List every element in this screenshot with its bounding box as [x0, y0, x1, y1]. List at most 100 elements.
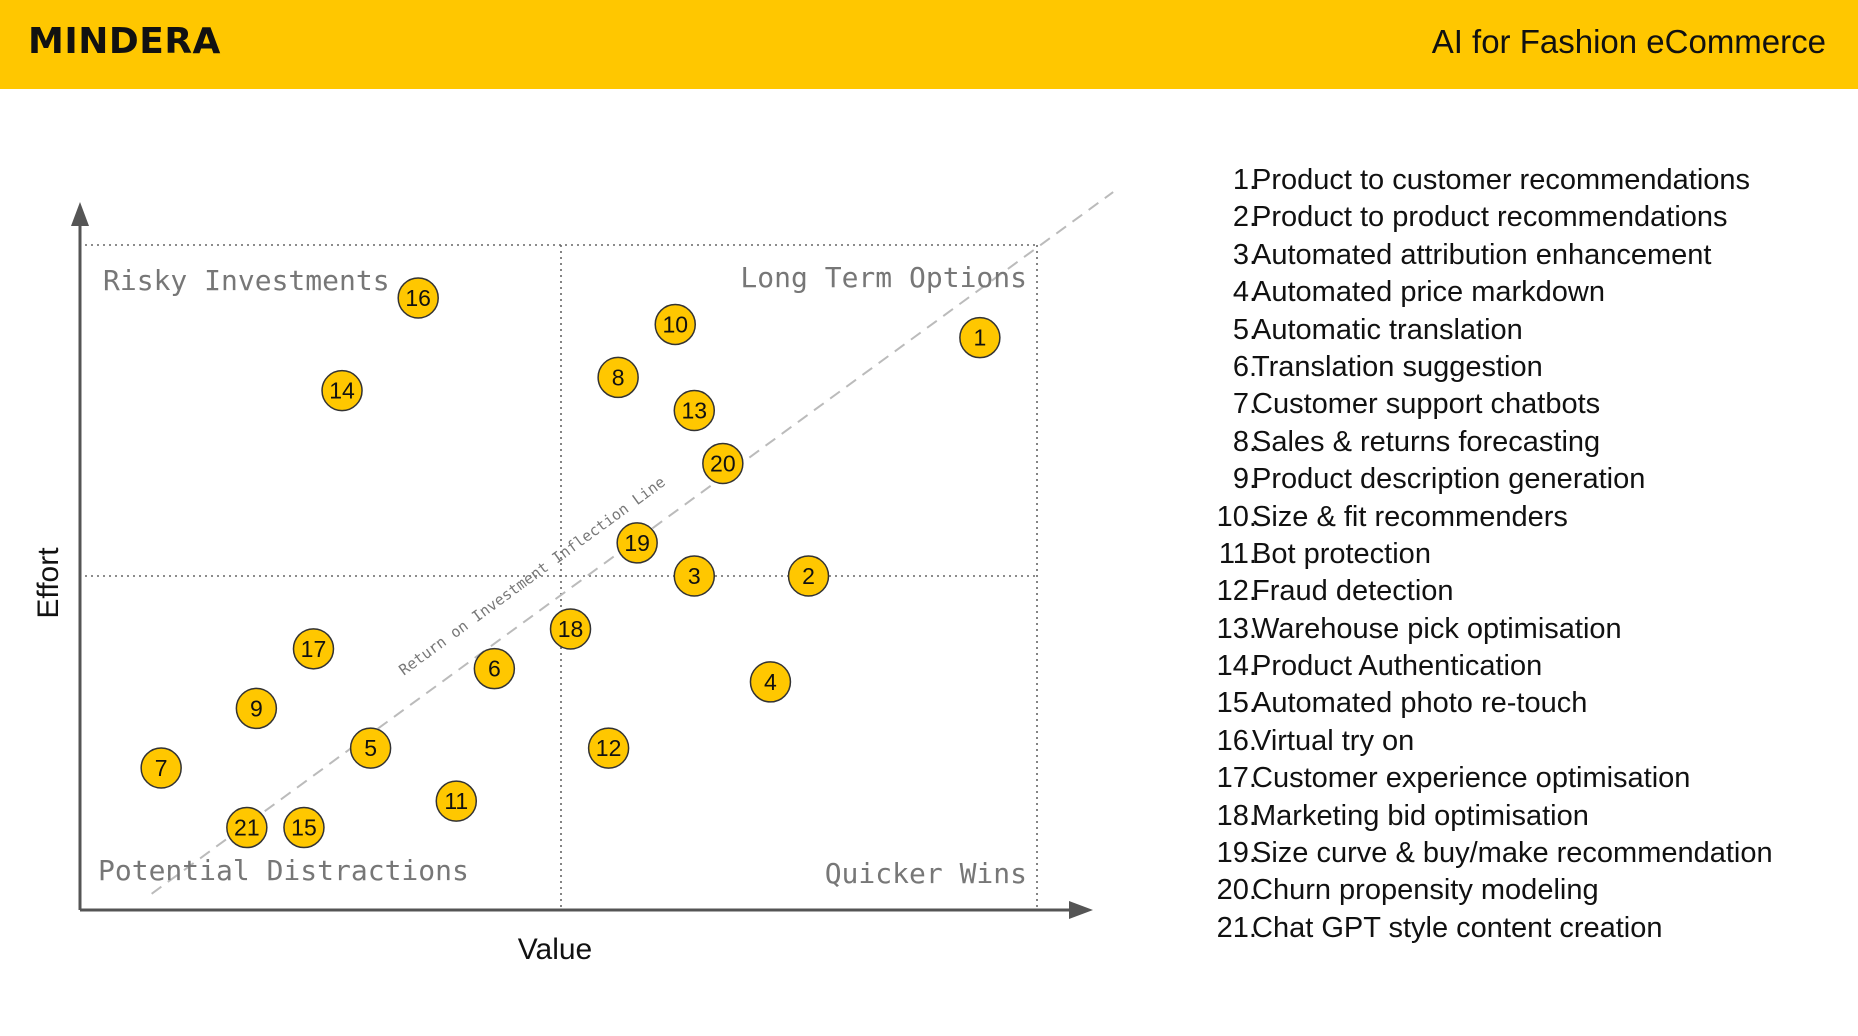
legend-item-number: 11. — [1218, 537, 1257, 570]
data-point: 4 — [749, 661, 792, 703]
legend-item: 15. Automated photo re-touch — [1140, 685, 1840, 722]
legend-item: 2. Product to product recommendations — [1140, 199, 1840, 236]
legend-item: 1. Product to customer recommendations — [1140, 162, 1840, 199]
legend-item-number: 18. — [1216, 799, 1257, 832]
data-point-label: 3 — [688, 563, 701, 589]
legend-item: 17. Customer experience optimisation — [1140, 760, 1840, 797]
data-point-marker — [549, 608, 592, 650]
data-point-marker — [787, 555, 830, 597]
legend-item-label: Automated price markdown — [1252, 276, 1605, 309]
data-point: 21 — [226, 806, 268, 849]
quadrant-label-quicker-wins: Quicker Wins — [825, 857, 1027, 890]
data-point: 16 — [397, 277, 439, 319]
data-point-label: 7 — [155, 755, 168, 781]
legend-item: 11. Bot protection — [1140, 536, 1840, 573]
legend-item-number: 21. — [1216, 911, 1257, 944]
legend-item: 3. Automated attribution enhancement — [1140, 237, 1840, 274]
legend-item-label: Customer experience optimisation — [1252, 762, 1691, 795]
data-point-marker — [749, 661, 792, 703]
data-point-label: 14 — [329, 378, 355, 404]
legend-item: 20. Churn propensity modeling — [1140, 872, 1840, 909]
legend-item-number: 15. — [1216, 687, 1257, 720]
data-point: 2 — [787, 555, 830, 597]
data-point-label: 12 — [596, 735, 622, 761]
data-point: 18 — [549, 608, 592, 650]
legend-item-label: Virtual try on — [1252, 724, 1415, 757]
data-point-label: 4 — [764, 669, 777, 695]
data-point-label: 2 — [802, 563, 815, 589]
data-point: 9 — [235, 687, 278, 730]
legend-item-number: 10. — [1216, 500, 1257, 533]
data-point: 1 — [959, 316, 1001, 359]
legend-item-label: Bot protection — [1252, 537, 1431, 570]
data-point: 6 — [473, 647, 516, 690]
data-point-label: 15 — [291, 815, 317, 841]
legend-item: 8. Sales & returns forecasting — [1140, 424, 1840, 461]
x-axis-label: Value — [518, 933, 593, 966]
data-point-label: 8 — [612, 364, 625, 390]
legend-item-number: 14. — [1216, 650, 1257, 683]
legend-item-number: 8. — [1232, 425, 1257, 458]
brand-logo: MINDERA — [28, 21, 221, 62]
legend-item-label: Product to product recommendations — [1252, 201, 1728, 234]
data-point-marker — [702, 442, 744, 485]
data-point-marker — [616, 522, 658, 564]
legend-item: 14. Product Authentication — [1140, 648, 1840, 685]
data-point-marker — [321, 369, 363, 412]
y-axis-label: Effort — [32, 547, 65, 619]
data-point-label: 18 — [558, 616, 584, 642]
data-point-marker — [140, 747, 182, 789]
use-case-legend: 1. Product to customer recommendations 2. P… — [1140, 162, 1840, 947]
legend-item-number: 5. — [1232, 313, 1257, 346]
legend-item-number: 6. — [1232, 350, 1257, 383]
quadrant-label-risky-investments: Risky Investments — [103, 264, 390, 297]
legend-item-number: 16. — [1216, 724, 1257, 757]
data-point-label: 10 — [662, 311, 688, 337]
roi-line-label: Return on Investment Inflection Line — [395, 473, 668, 679]
data-point: 12 — [587, 727, 630, 769]
legend-item: 18. Marketing bid optimisation — [1140, 798, 1840, 835]
data-point: 11 — [435, 780, 478, 822]
legend-item-label: Automatic translation — [1252, 313, 1523, 346]
data-point-marker — [673, 555, 716, 597]
data-point-label: 6 — [488, 656, 501, 682]
data-point: 19 — [616, 522, 658, 564]
quadrant-label-potential-distractions: Potential Distractions — [98, 854, 469, 887]
data-point: 3 — [673, 555, 716, 597]
data-point-label: 13 — [681, 398, 707, 424]
quadrant-grid — [85, 244, 1038, 907]
data-point-marker — [226, 806, 268, 849]
legend-item-number: 17. — [1216, 762, 1257, 795]
legend-item-number: 1. — [1232, 164, 1257, 196]
data-point-marker — [349, 727, 392, 769]
legend-item-number: 3. — [1232, 238, 1257, 271]
data-point-marker — [959, 316, 1001, 359]
legend-item-label: Size curve & buy/make recommendation — [1252, 837, 1773, 870]
legend-item-label: Marketing bid optimisation — [1252, 799, 1589, 832]
legend-item-label: Translation suggestion — [1252, 350, 1543, 383]
data-point: 17 — [292, 628, 335, 670]
legend-item-number: 7. — [1232, 388, 1257, 421]
legend-item-label: Automated photo re-touch — [1252, 687, 1588, 720]
data-point-marker — [435, 780, 478, 822]
legend-item-number: 2. — [1232, 201, 1257, 234]
legend-item-label: Automated attribution enhancement — [1252, 238, 1712, 271]
legend-item-label: Fraud detection — [1252, 575, 1454, 608]
legend-item: 6. Translation suggestion — [1140, 349, 1840, 386]
legend-item-number: 20. — [1216, 874, 1257, 907]
quadrant-label-long-term-options: Long Term Options — [740, 261, 1027, 294]
data-point: 20 — [702, 442, 744, 485]
legend-item: 10. Size & fit recommenders — [1140, 499, 1840, 536]
data-point-marker — [654, 303, 696, 346]
legend-item-number: 4. — [1232, 276, 1257, 309]
data-point-label: 5 — [364, 735, 377, 761]
legend-item: 4. Automated price markdown — [1140, 274, 1840, 311]
roi-line-path — [151, 191, 1114, 895]
data-point-marker — [673, 389, 716, 432]
data-point-label: 1 — [973, 325, 986, 351]
legend-item-number: 13. — [1216, 612, 1257, 645]
data-point: 8 — [597, 356, 639, 399]
legend-item-label: Sales & returns forecasting — [1252, 425, 1601, 458]
legend-item-label: Product description generation — [1252, 463, 1646, 496]
